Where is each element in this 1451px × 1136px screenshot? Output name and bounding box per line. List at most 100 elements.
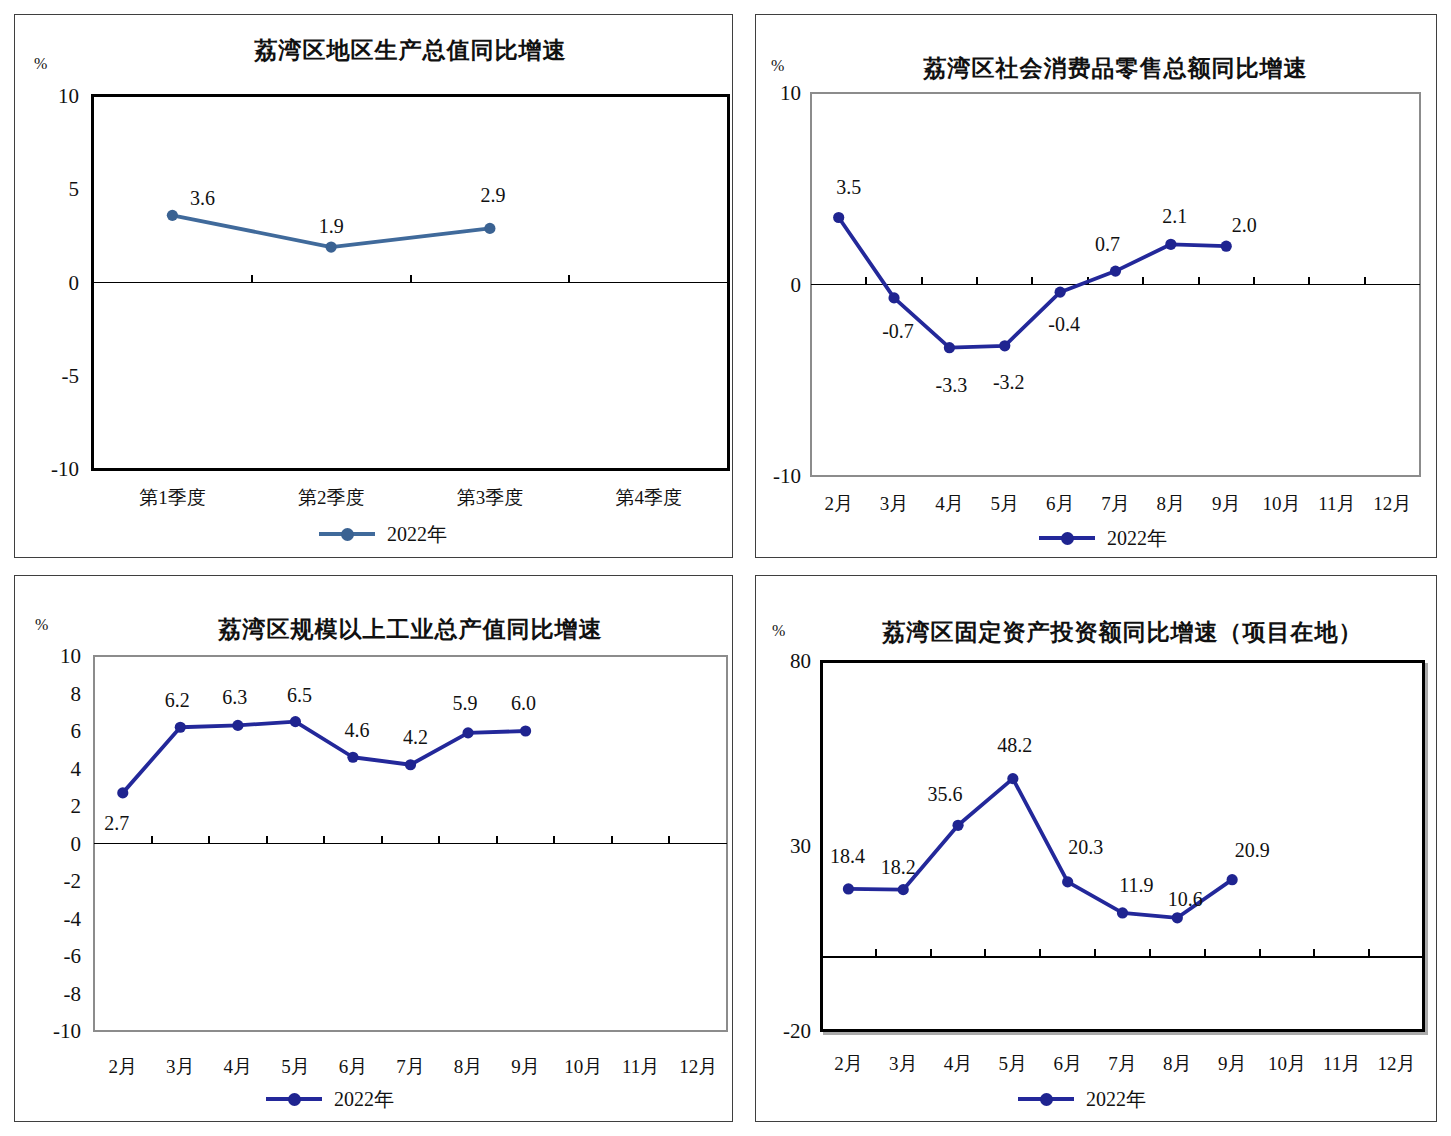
- data-point-marker: [1062, 876, 1073, 887]
- data-point-label: 3.6: [154, 186, 250, 210]
- data-point-marker: [175, 722, 186, 733]
- data-point-marker: [1117, 907, 1128, 918]
- y-axis-tick-label: 10: [23, 84, 79, 108]
- y-axis-tick-label: 80: [755, 649, 811, 673]
- data-point-marker: [520, 725, 531, 736]
- y-axis-tick-label: -10: [23, 457, 79, 481]
- data-point-marker: [484, 223, 495, 234]
- y-axis-tick-label: -6: [25, 944, 81, 968]
- legend-marker-dot: [1040, 1093, 1053, 1106]
- legend-series-label: 2022年: [387, 521, 447, 547]
- y-axis-tick-label: -10: [25, 1019, 81, 1043]
- percent-axis-unit-label: %: [772, 621, 798, 641]
- y-axis-tick-label: 5: [23, 177, 79, 201]
- data-point-marker: [1165, 239, 1176, 250]
- chart-title: 荔湾区地区生产总值同比增速: [91, 36, 730, 66]
- data-point-marker: [843, 883, 854, 894]
- data-point-marker: [167, 210, 178, 221]
- y-axis-tick-label: -2: [25, 869, 81, 893]
- data-point-label: -3.2: [961, 370, 1057, 394]
- data-point-marker: [1007, 773, 1018, 784]
- legend-series-label: 2022年: [1107, 525, 1167, 551]
- data-point-label: -0.7: [850, 319, 946, 343]
- data-point-label: 20.3: [1038, 835, 1134, 859]
- data-point-marker: [290, 716, 301, 727]
- data-point-label: 4.2: [368, 725, 464, 749]
- chart-title: 荔湾区社会消费品零售总额同比增速: [810, 54, 1421, 84]
- data-point-marker: [833, 212, 844, 223]
- data-point-label: 6.0: [476, 691, 572, 715]
- chart-panel-industrial-output-growth: 荔湾区规模以上工业总产值同比增速 % 1086420-2-4-6-8-102月3…: [14, 575, 733, 1122]
- data-point-label: 2.9: [445, 183, 541, 207]
- chart-panel-retail-sales-growth: 荔湾区社会消费品零售总额同比增速 % 100-102月3月4月5月6月7月8月9…: [755, 14, 1437, 558]
- data-point-marker: [462, 727, 473, 738]
- data-point-marker: [1172, 912, 1183, 923]
- data-point-label: -0.4: [1016, 312, 1112, 336]
- data-point-label: 6.5: [251, 683, 347, 707]
- series-line-chart: [93, 96, 728, 469]
- y-axis-tick-label: -8: [25, 982, 81, 1006]
- legend-series-label: 2022年: [1086, 1086, 1146, 1112]
- data-point-label: 2.0: [1196, 213, 1292, 237]
- y-axis-tick-label: 0: [23, 271, 79, 295]
- data-point-label: 35.6: [897, 782, 993, 806]
- legend-marker-dot: [341, 528, 354, 541]
- legend-series-label: 2022年: [334, 1086, 394, 1112]
- legend: 2022年: [319, 521, 479, 547]
- x-axis-category-label: 12月: [1355, 1052, 1439, 1076]
- data-point-marker: [117, 787, 128, 798]
- chart-title: 荔湾区固定资产投资额同比增速（项目在地）: [820, 618, 1425, 648]
- y-axis-tick-label: -20: [755, 1019, 811, 1043]
- y-axis-tick-label: -4: [25, 907, 81, 931]
- data-point-marker: [1055, 287, 1066, 298]
- y-axis-tick-label: -10: [745, 464, 801, 488]
- chart-panel-gdp-growth: 荔湾区地区生产总值同比增速 % 10 5 0 -5 -10 第1季度 第2季度 第3季度 第4季…: [14, 14, 733, 558]
- legend: 2022年: [1039, 525, 1199, 551]
- percent-axis-unit-label: %: [771, 56, 797, 76]
- data-point-label: 48.2: [967, 733, 1063, 757]
- data-point-label: 1.9: [283, 214, 379, 238]
- data-point-marker: [999, 340, 1010, 351]
- y-axis-tick-label: 6: [25, 719, 81, 743]
- data-point-marker: [952, 820, 963, 831]
- data-point-marker: [405, 759, 416, 770]
- data-point-label: 0.7: [1060, 232, 1156, 256]
- legend: 2022年: [1018, 1086, 1178, 1112]
- data-point-label: 18.2: [850, 855, 946, 879]
- data-point-label: 20.9: [1204, 838, 1300, 862]
- legend: 2022年: [266, 1086, 426, 1112]
- y-axis-tick-label: 4: [25, 757, 81, 781]
- legend-marker-dot: [1061, 532, 1074, 545]
- x-axis-category-label: 第2季度: [289, 486, 373, 510]
- x-axis-category-label: 第3季度: [448, 486, 532, 510]
- data-point-marker: [347, 752, 358, 763]
- y-axis-tick-label: 0: [745, 273, 801, 297]
- data-point-marker: [898, 884, 909, 895]
- data-point-label: 3.5: [801, 175, 897, 199]
- series-line-chart: [94, 656, 727, 1031]
- x-axis-category-label: 第4季度: [607, 486, 691, 510]
- data-point-label: 10.6: [1137, 887, 1233, 911]
- data-point-marker: [1110, 265, 1121, 276]
- y-axis-tick-label: 10: [745, 81, 801, 105]
- percent-axis-unit-label: %: [35, 615, 61, 635]
- data-point-marker: [1227, 874, 1238, 885]
- data-point-marker: [888, 292, 899, 303]
- data-point-marker: [232, 720, 243, 731]
- percent-axis-unit-label: %: [34, 54, 60, 74]
- chart-panel-fixed-asset-investment-growth: 荔湾区固定资产投资额同比增速（项目在地） % 8030-202月3月4月5月6月…: [755, 575, 1437, 1122]
- data-point-marker: [1221, 241, 1232, 252]
- x-axis-category-label: 12月: [656, 1055, 740, 1079]
- y-axis-tick-label: 10: [25, 644, 81, 668]
- series-line-chart: [811, 93, 1420, 476]
- legend-marker-dot: [288, 1093, 301, 1106]
- data-point-marker: [944, 342, 955, 353]
- data-point-label: 2.7: [69, 811, 165, 835]
- x-axis-category-label: 12月: [1350, 492, 1434, 516]
- chart-title: 荔湾区规模以上工业总产值同比增速: [93, 615, 728, 645]
- y-axis-tick-label: 0: [25, 832, 81, 856]
- data-point-marker: [326, 241, 337, 252]
- x-axis-category-label: 第1季度: [130, 486, 214, 510]
- y-axis-tick-label: 8: [25, 682, 81, 706]
- y-axis-tick-label: -5: [23, 364, 79, 388]
